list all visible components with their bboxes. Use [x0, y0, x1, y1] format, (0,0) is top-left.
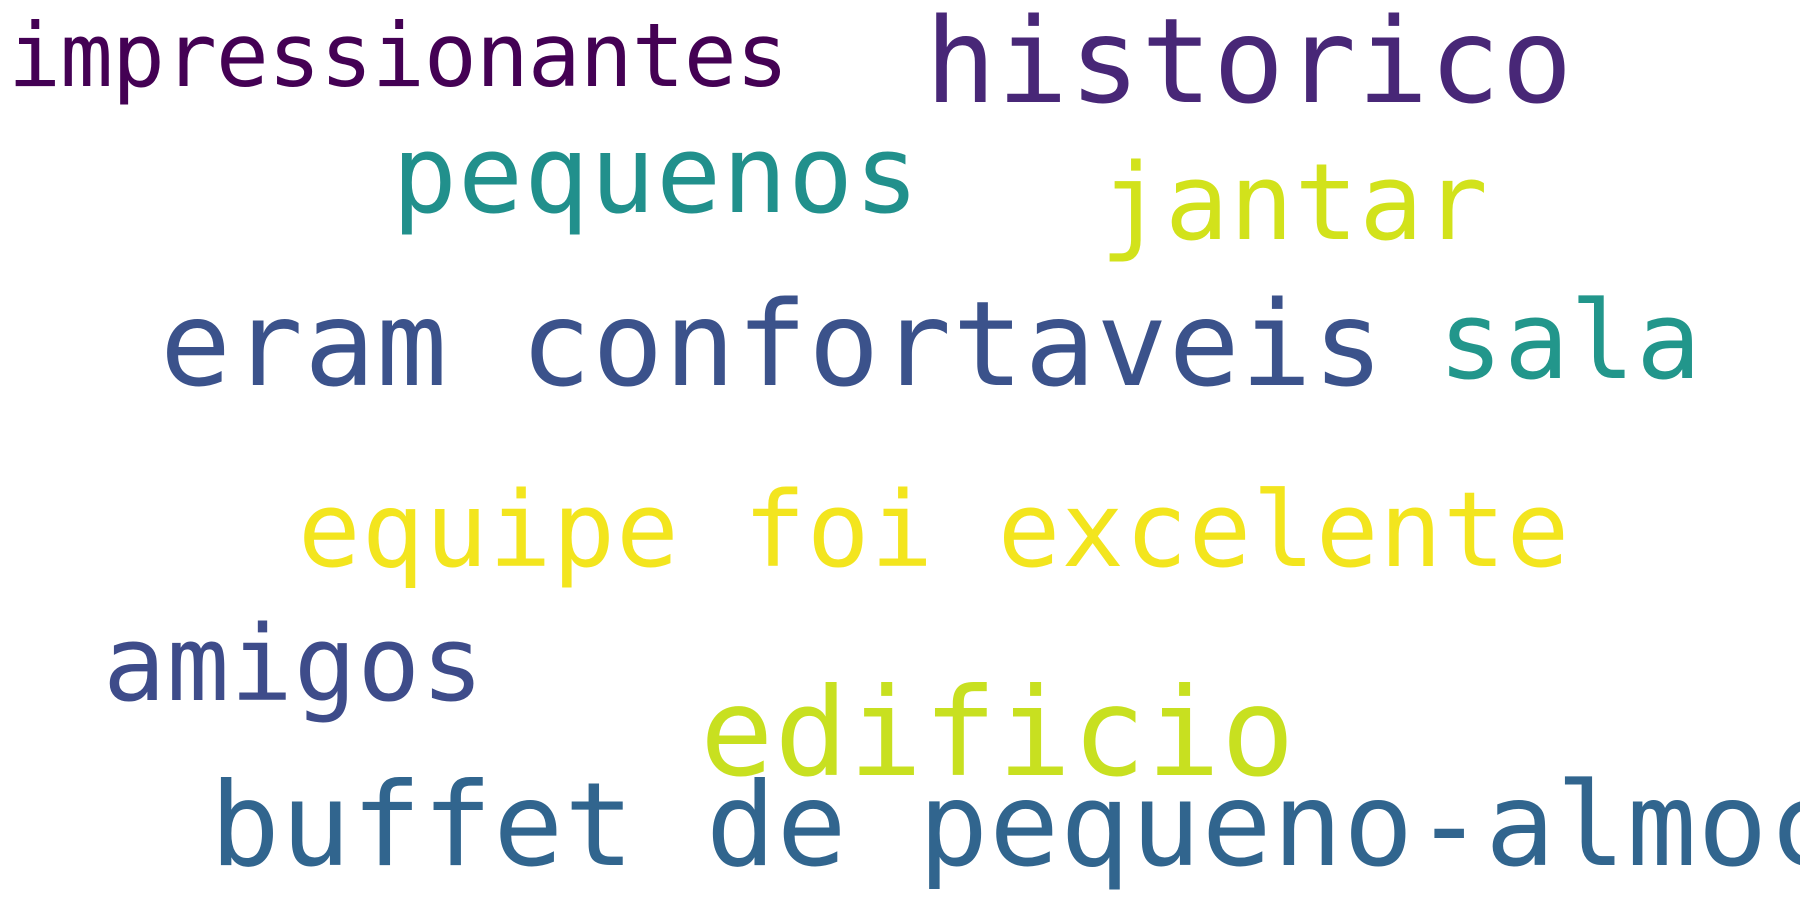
word-pequenos: pequenos — [392, 113, 921, 238]
word-buffet-de-pequeno-almoco: buffet de pequeno-almoco — [210, 758, 1800, 893]
word-edificio: edificio — [700, 662, 1296, 804]
word-historico: historico — [925, 0, 1574, 130]
word-sala: sala — [1438, 279, 1703, 404]
word-amigos: amigos — [103, 603, 485, 725]
word-impressionantes: impressionantes — [8, 4, 789, 107]
word-equipe-foi-excelente: equipe foi excelente — [298, 469, 1571, 591]
word-jantar: jantar — [1100, 141, 1489, 264]
word-eram-confortaveis: eram confortaveis — [160, 275, 1385, 413]
